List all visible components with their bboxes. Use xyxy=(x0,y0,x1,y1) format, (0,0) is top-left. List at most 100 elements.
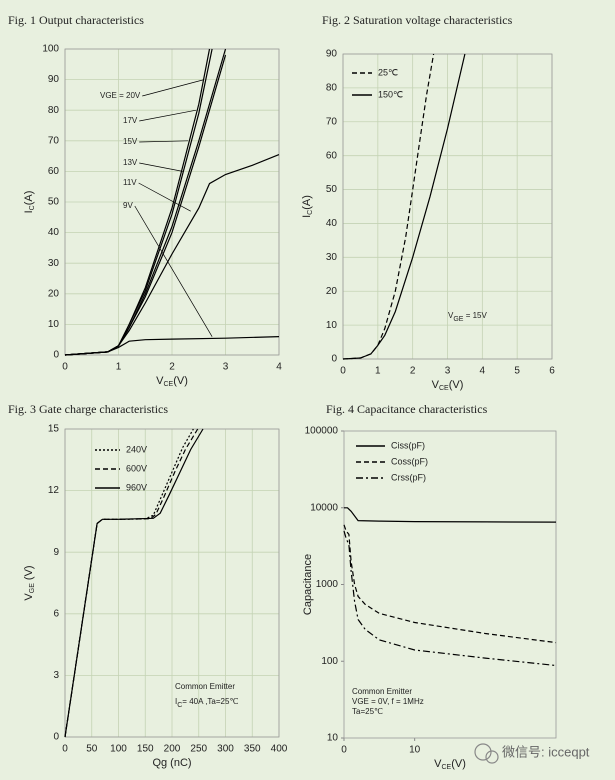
x-tick-label: 400 xyxy=(271,744,288,755)
x-tick-label: 300 xyxy=(217,744,234,755)
x-axis-label: VCE(V) xyxy=(432,379,464,392)
series-line xyxy=(342,53,466,360)
y-tick-label: 100000 xyxy=(305,426,339,437)
series-line xyxy=(64,336,280,356)
y-axis-label-part: (A) xyxy=(23,191,35,206)
x-axis-label-part: (V) xyxy=(451,758,466,770)
y-tick-label: 10 xyxy=(326,320,338,331)
y-tick-label: 90 xyxy=(326,49,338,60)
x-tick-label: 0 xyxy=(341,745,347,756)
x-tick-label: 4 xyxy=(480,366,486,377)
legend-label: Ciss(pF) xyxy=(391,440,425,450)
annotation-part: Ta=25℃ xyxy=(352,707,383,716)
plot-frame xyxy=(64,428,280,738)
y-tick-label: 30 xyxy=(326,252,338,263)
series-label: 11V xyxy=(123,178,137,187)
y-tick-label: 15 xyxy=(48,424,60,435)
series-label: VGE = 20V xyxy=(100,91,141,100)
series-line xyxy=(344,507,557,523)
annotation-part: C xyxy=(177,702,182,709)
plot-frame xyxy=(64,48,280,356)
x-axis-label-part: CE xyxy=(439,385,449,392)
annotation-part: = 40A ,Ta=25℃ xyxy=(182,697,238,706)
annotation: VGE = 15V xyxy=(448,311,487,323)
y-tick-label: 80 xyxy=(48,105,60,116)
x-tick-label: 0 xyxy=(62,362,68,373)
legend-label: Coss(pF) xyxy=(391,456,428,466)
y-tick-label: 50 xyxy=(48,197,60,208)
x-tick-label: 2 xyxy=(169,362,175,373)
annotation-part: Common Emitter xyxy=(175,682,235,691)
y-tick-label: 80 xyxy=(326,83,338,94)
plot-frame xyxy=(343,430,557,739)
y-tick-label: 10 xyxy=(327,733,339,744)
y-tick-label: 100 xyxy=(42,44,59,55)
annotation-part: Common Emitter xyxy=(352,687,412,696)
leader-line xyxy=(134,205,213,337)
y-tick-label: 10 xyxy=(48,319,60,330)
x-tick-label: 0 xyxy=(340,366,346,377)
x-tick-label: 1 xyxy=(116,362,122,373)
x-axis-label-part: V xyxy=(432,379,440,391)
y-tick-label: 90 xyxy=(48,74,60,85)
y-axis-label-part: V xyxy=(23,593,35,601)
annotation-part: = 15V xyxy=(463,311,487,320)
y-axis-label-part: GE xyxy=(29,583,36,593)
series-line xyxy=(343,524,557,644)
x-tick-label: 4 xyxy=(276,362,282,373)
watermark: 微信号: icceqpt xyxy=(502,744,590,759)
watermark-icon xyxy=(474,743,499,764)
x-axis-label-part: CE xyxy=(163,381,173,388)
x-tick-label: 3 xyxy=(445,366,451,377)
y-tick-label: 10000 xyxy=(310,502,338,513)
series-label: 15V xyxy=(123,137,138,146)
series-label: 13V xyxy=(123,158,138,167)
x-tick-label: 150 xyxy=(137,744,154,755)
y-tick-label: 70 xyxy=(326,116,338,127)
annotation-part: V xyxy=(448,311,454,320)
leader-line xyxy=(138,182,191,212)
x-axis-label-part: Qg (nC) xyxy=(152,757,191,769)
chart-title: Fig. 4 Capacitance characteristics xyxy=(326,402,488,416)
y-axis-label: Capacitance xyxy=(302,554,314,615)
annotation: IC= 40A ,Ta=25℃ xyxy=(175,697,238,709)
y-axis-label-part: Capacitance xyxy=(302,554,314,615)
chart-title: Fig. 3 Gate charge characteristics xyxy=(8,402,168,416)
leader-line xyxy=(139,140,189,143)
annotation-part: GE xyxy=(453,316,463,323)
x-tick-label: 6 xyxy=(549,366,555,377)
plot-frame xyxy=(342,53,553,360)
y-tick-label: 0 xyxy=(53,732,59,743)
x-tick-label: 10 xyxy=(409,745,421,756)
leader-line xyxy=(139,109,197,122)
x-tick-label: 5 xyxy=(514,366,520,377)
y-tick-label: 1000 xyxy=(316,579,339,590)
series-line xyxy=(64,154,280,356)
y-tick-label: 50 xyxy=(326,184,338,195)
annotation: Common Emitter xyxy=(175,682,235,691)
legend-label: 25℃ xyxy=(378,67,398,77)
legend-label: 240V xyxy=(126,444,147,454)
series-line xyxy=(64,428,204,738)
series-label: 9V xyxy=(123,201,133,210)
x-tick-label: 200 xyxy=(164,744,181,755)
x-tick-label: 0 xyxy=(62,744,68,755)
y-tick-label: 6 xyxy=(53,608,59,619)
y-tick-label: 40 xyxy=(48,227,60,238)
chart-title: Fig. 1 Output characteristics xyxy=(8,13,144,27)
y-axis-label: IC(A) xyxy=(23,191,36,214)
x-tick-label: 100 xyxy=(110,744,127,755)
y-tick-label: 70 xyxy=(48,135,60,146)
x-tick-label: 3 xyxy=(223,362,229,373)
x-axis-label-part: CE xyxy=(441,764,451,771)
y-tick-label: 60 xyxy=(326,150,338,161)
y-axis-label-part: I xyxy=(301,215,313,218)
x-tick-label: 2 xyxy=(410,366,416,377)
y-tick-label: 0 xyxy=(53,350,59,361)
y-axis-label-part: C xyxy=(29,205,36,210)
x-axis-label-part: (V) xyxy=(449,379,464,391)
y-tick-label: 20 xyxy=(48,288,60,299)
leader-line xyxy=(142,79,205,97)
annotation: Ta=25℃ xyxy=(352,707,383,716)
